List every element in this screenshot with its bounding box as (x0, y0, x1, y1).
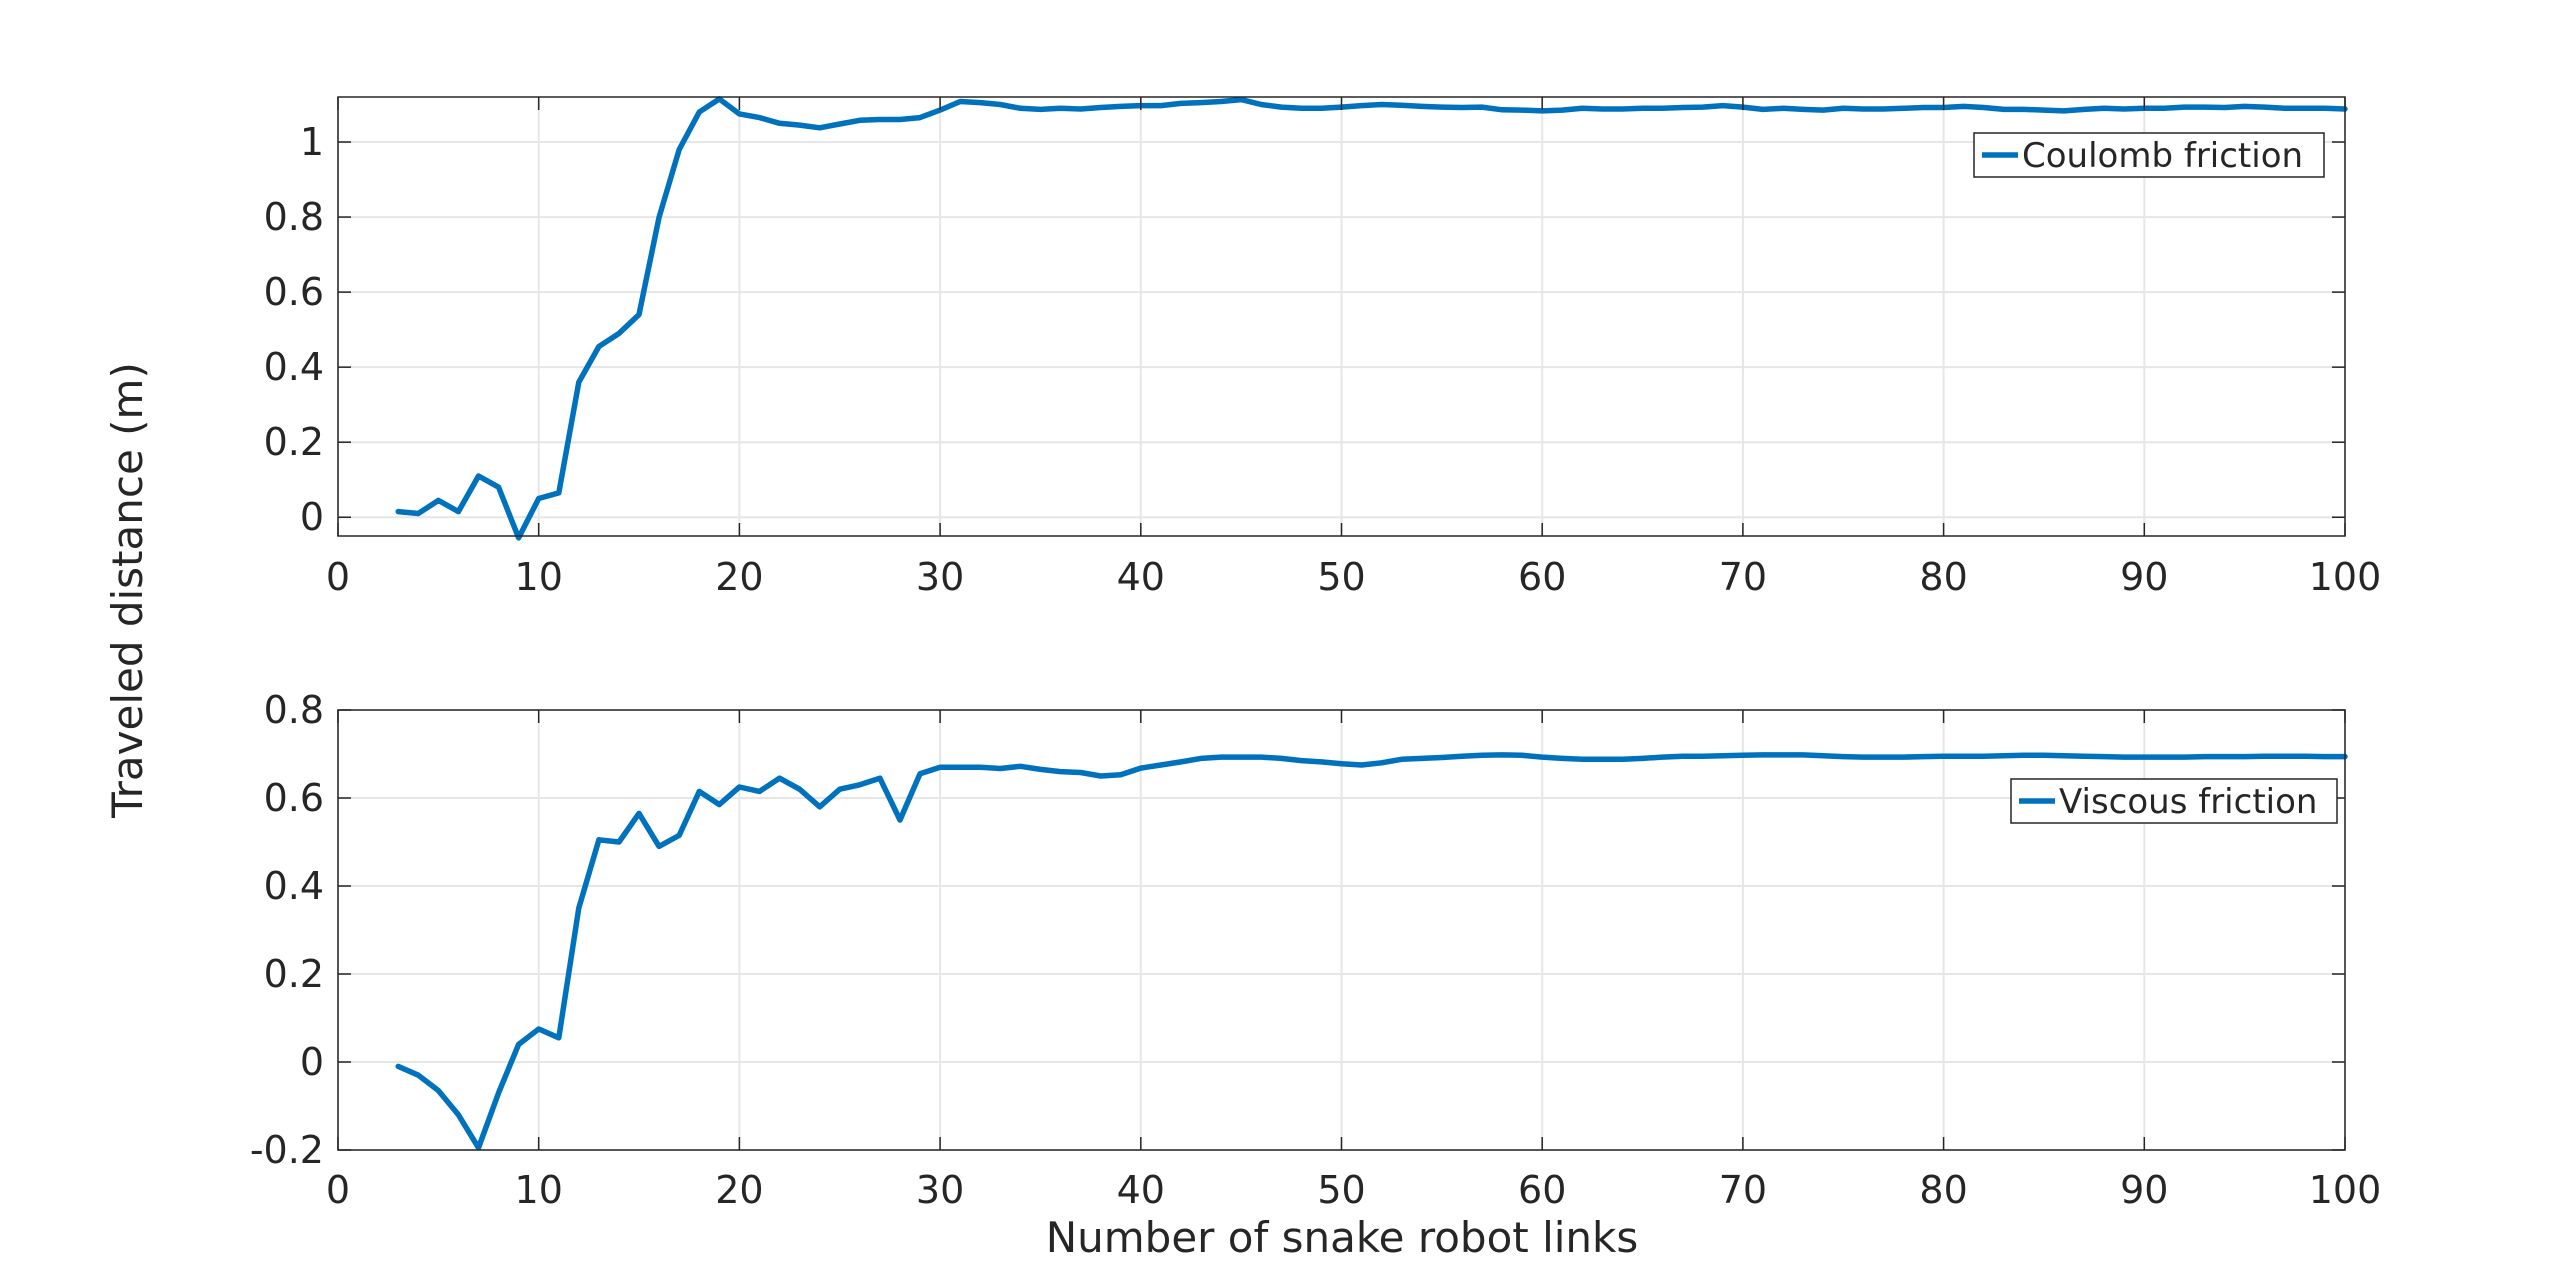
legend-label: Coulomb friction (2022, 136, 2303, 176)
x-axis-label: Number of snake robot links (1046, 1213, 1639, 1262)
y-tick-label: 0.4 (264, 864, 324, 908)
x-tick-label: 40 (1117, 1168, 1165, 1212)
y-tick-label: 0.6 (264, 776, 324, 820)
y-tick-label: 0.2 (264, 952, 324, 996)
y-tick-label: 0.8 (264, 688, 324, 732)
x-tick-label: 70 (1719, 555, 1767, 599)
x-tick-label: 0 (326, 555, 350, 599)
x-tick-label: 100 (2309, 555, 2382, 599)
y-axis-label: Traveled distance (m) (103, 362, 152, 819)
series-line (395, 752, 2348, 1151)
x-tick-label: 50 (1317, 555, 1365, 599)
x-tick-label: 10 (515, 1168, 563, 1212)
x-tick-label: 30 (916, 555, 964, 599)
y-tick-label: -0.2 (250, 1128, 324, 1172)
x-tick-label: 20 (715, 1168, 763, 1212)
y-tick-label: 0.2 (264, 420, 324, 464)
bottom-panel-viscous: 0 10 20 30 40 50 60 70 80 90 100-0.200.20.40.60.8V… (250, 688, 2381, 1212)
x-tick-label: 70 (1719, 1168, 1767, 1212)
x-tick-label: 80 (1919, 1168, 1967, 1212)
x-tick-label: 50 (1317, 1168, 1365, 1212)
x-tick-label: 90 (2120, 555, 2168, 599)
series-line (395, 96, 2348, 541)
x-tick-label: 100 (2309, 1168, 2382, 1212)
legend-box (2010, 778, 2338, 824)
x-tick-label: 60 (1518, 555, 1566, 599)
x-tick-label: 0 (326, 1168, 350, 1212)
legend-box (1973, 132, 2325, 178)
y-tick-label: 1 (300, 120, 324, 164)
y-tick-label: 0.8 (264, 195, 324, 239)
x-tick-label: 20 (715, 555, 763, 599)
x-tick-label: 90 (2120, 1168, 2168, 1212)
x-tick-label: 60 (1518, 1168, 1566, 1212)
x-tick-label: 30 (916, 1168, 964, 1212)
top-panel-coulomb: 0 10 20 30 40 50 60 70 80 90 100 0 0.2 0.4 0.6 0.8 1 Coul… (264, 96, 2382, 599)
y-tick-label: 0.4 (264, 345, 324, 389)
y-tick-label: 0 (300, 1040, 324, 1084)
legend-label: Viscous friction (2059, 782, 2317, 822)
y-tick-label: 0 (300, 495, 324, 539)
y-tick-label: 0.6 (264, 270, 324, 314)
x-tick-label: 10 (515, 555, 563, 599)
x-tick-label: 80 (1919, 555, 1967, 599)
x-tick-label: 40 (1117, 555, 1165, 599)
